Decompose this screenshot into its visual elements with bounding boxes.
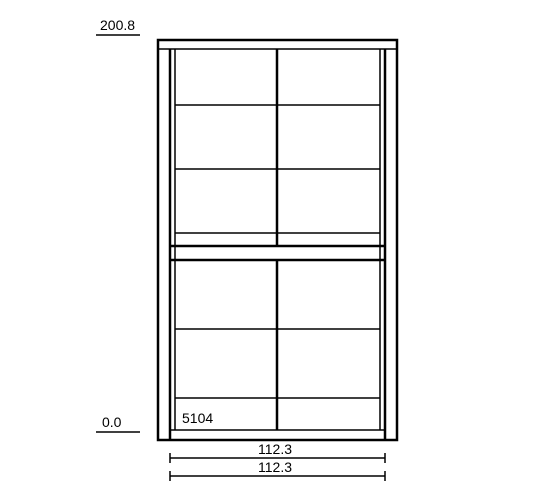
dim-height-bottom-label: 0.0 [102,414,122,430]
dim-width-1-label: 112.3 [258,441,292,457]
item-number: 5104 [182,410,213,426]
dim-height-top-label: 200.8 [100,17,135,33]
dim-height-top: 200.8 [96,17,140,35]
dim-width-2-label: 112.3 [258,459,292,475]
furniture-elevation-drawing: 200.8 0.0 5104 112.3 112.3 [0,0,536,502]
canvas-bg [0,0,536,502]
